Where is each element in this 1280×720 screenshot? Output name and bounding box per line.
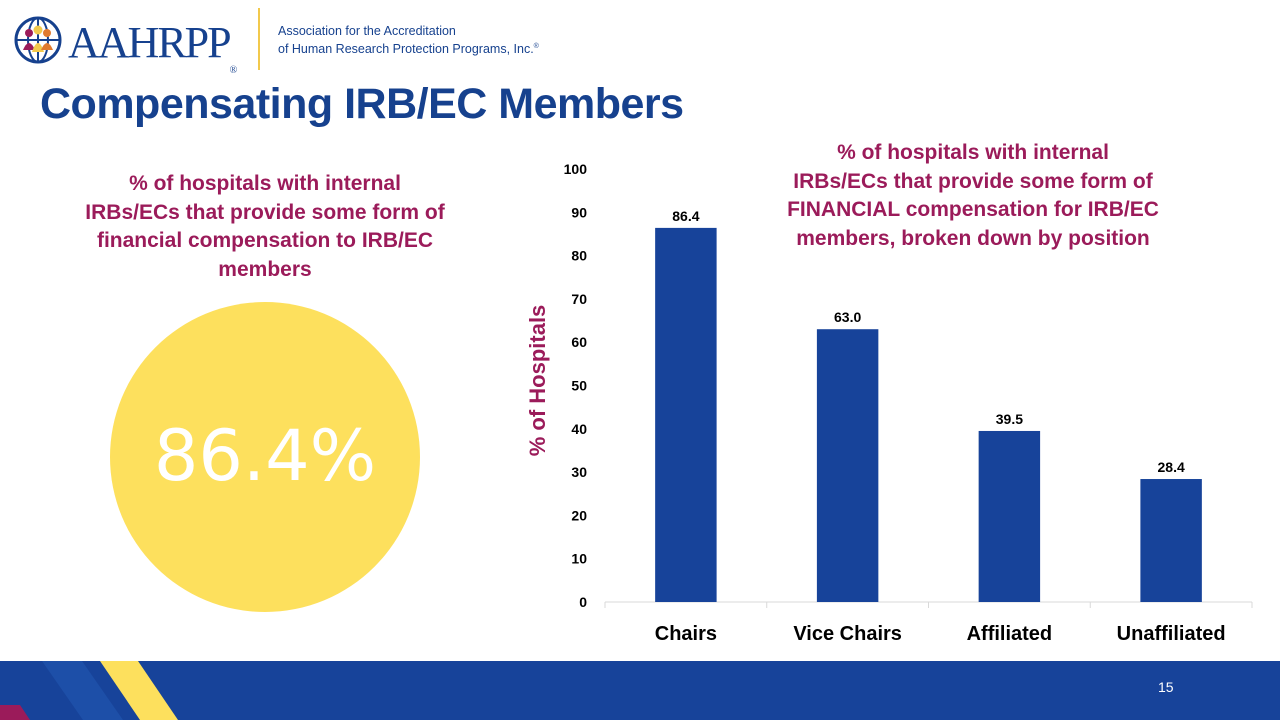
y-tick-label: 40 bbox=[571, 421, 587, 437]
bar-chairs bbox=[655, 227, 717, 602]
bar-affiliated bbox=[978, 430, 1041, 602]
globe-people-icon bbox=[14, 16, 62, 64]
footer-background bbox=[0, 661, 1280, 720]
left-caption: % of hospitals with internal IRBs/ECs th… bbox=[50, 170, 480, 284]
page-number: 15 bbox=[1158, 679, 1174, 695]
x-category-label: Unaffiliated bbox=[1117, 623, 1226, 645]
x-category-label: Affiliated bbox=[967, 623, 1053, 645]
left-caption-line2: IRBs/ECs that provide some form of bbox=[85, 200, 445, 224]
x-category-label: Chairs bbox=[655, 623, 717, 645]
y-tick-label: 20 bbox=[571, 507, 587, 523]
logo-wordmark: AAHRPP® bbox=[68, 18, 238, 76]
footer-band bbox=[0, 661, 1280, 720]
y-tick-label: 80 bbox=[571, 248, 587, 264]
bar-unaffiliated bbox=[1140, 479, 1202, 602]
left-caption-line1: % of hospitals with internal bbox=[129, 172, 401, 195]
highlight-circle bbox=[110, 302, 420, 612]
highlight-value: 86.4% bbox=[153, 415, 377, 497]
chart-title-line2: IRBs/ECs that provide some form of bbox=[793, 169, 1153, 193]
y-tick-label: 90 bbox=[571, 204, 587, 220]
chart-title-line3: FINANCIAL compensation for IRB/EC bbox=[787, 198, 1159, 221]
y-tick-label: 60 bbox=[571, 334, 587, 350]
logo-tagline-line2: of Human Research Protection Programs, I… bbox=[278, 42, 539, 57]
footer-stripe-magenta bbox=[0, 705, 30, 720]
y-tick-label: 30 bbox=[571, 464, 587, 480]
slide-title: Compensating IRB/EC Members bbox=[40, 80, 684, 128]
y-tick-label: 50 bbox=[571, 378, 587, 394]
left-caption-line3: financial compensation to IRB/EC bbox=[96, 229, 434, 252]
footer-stripe-yellow bbox=[100, 661, 178, 720]
y-tick-label: 70 bbox=[571, 291, 587, 307]
chart-title-line4: members, broken down by position bbox=[796, 226, 1150, 250]
logo-tagline-line1: Association for the Accreditation bbox=[278, 24, 456, 38]
logo-divider bbox=[258, 8, 260, 70]
bar-value-label: 63.0 bbox=[834, 309, 861, 325]
x-category-label: Vice Chairs bbox=[793, 623, 902, 645]
bar-vice-chairs bbox=[816, 329, 879, 602]
aahrpp-logo: AAHRPP® Association for the Accreditatio… bbox=[14, 8, 544, 76]
y-axis-title: % of Hospitals bbox=[525, 305, 550, 457]
bar-value-label: 86.4 bbox=[672, 208, 699, 224]
bar-value-label: 28.4 bbox=[1158, 459, 1185, 475]
left-caption-line4: members bbox=[218, 257, 312, 281]
bar-value-label: 39.5 bbox=[996, 411, 1023, 427]
y-tick-label: 10 bbox=[571, 551, 587, 567]
footer-stripe-blue bbox=[42, 661, 123, 720]
chart-title: % of hospitals with internal IRBs/ECs th… bbox=[738, 139, 1208, 253]
chart-title-line1: % of hospitals with internal bbox=[837, 141, 1109, 164]
y-tick-label: 100 bbox=[564, 161, 588, 177]
logo-tagline: Association for the Accreditation of Hum… bbox=[278, 24, 539, 57]
y-tick-label: 0 bbox=[579, 594, 587, 610]
